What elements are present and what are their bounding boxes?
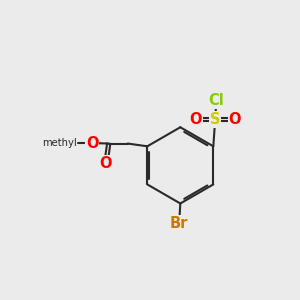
Text: methyl: methyl	[42, 138, 77, 148]
Text: S: S	[210, 112, 220, 127]
Text: O: O	[189, 112, 202, 127]
Text: O: O	[229, 112, 241, 127]
Text: Br: Br	[170, 216, 188, 231]
Text: O: O	[100, 156, 112, 171]
Text: O: O	[86, 136, 98, 151]
Text: Cl: Cl	[208, 93, 224, 108]
